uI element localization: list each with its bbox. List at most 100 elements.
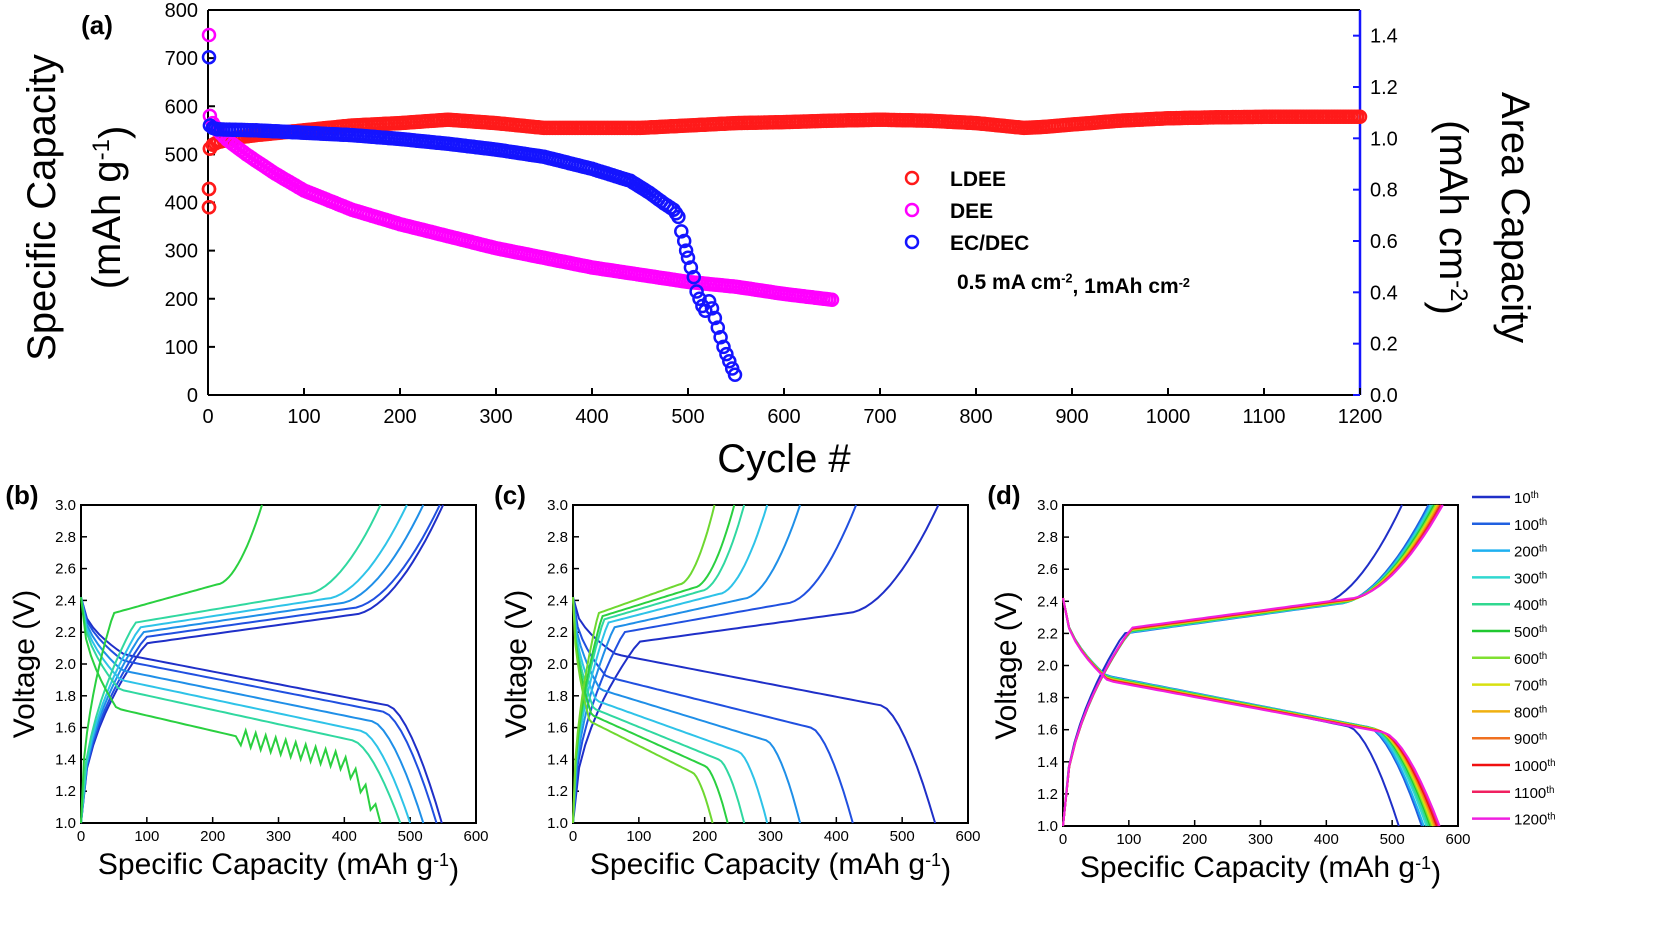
legend-label: 200th: [1514, 544, 1547, 561]
x-tick-label: 700: [863, 406, 896, 428]
data-point: [202, 118, 218, 133]
discharge-curve: [1062, 597, 1400, 827]
charge-curve: [572, 504, 716, 824]
data-point: [824, 292, 840, 307]
legend-marker: [904, 202, 920, 218]
charge-curve: [1062, 504, 1444, 827]
x-axis-title: Specific Capacity (mAh g-1): [98, 848, 459, 886]
y-tick-label-left: 0: [187, 385, 198, 407]
x-tick-label: 500: [398, 828, 423, 845]
discharge-curve: [80, 597, 402, 824]
x-tick-label: 600: [955, 828, 980, 845]
y-tick-label: 2.0: [1037, 658, 1058, 675]
y-tick-label: 2.0: [547, 656, 568, 673]
x-axis-title: Cycle #: [717, 437, 851, 481]
data-point: [686, 269, 702, 285]
legend-marker: [904, 234, 920, 250]
y-tick-label-right: 1.2: [1370, 77, 1398, 99]
y-tick-label: 3.0: [547, 497, 568, 514]
charge-curve: [80, 504, 382, 824]
y-tick-label: 2.4: [547, 592, 568, 609]
y-tick-label-left: 700: [165, 48, 198, 70]
y-tick-label-left: 800: [165, 0, 198, 22]
y-tick-label: 1.2: [55, 783, 76, 800]
data-point: [692, 291, 707, 307]
data-point: [722, 354, 737, 369]
x-tick-label: 200: [383, 406, 416, 428]
y-tick-label: 2.4: [1037, 593, 1058, 610]
data-point: [1352, 109, 1368, 125]
y-tick-label-right: 1.4: [1370, 26, 1398, 48]
x-axis-title: Specific Capacity (mAh g-1): [590, 848, 951, 886]
discharge-curve: [1062, 597, 1436, 827]
discharge-curve: [572, 597, 714, 824]
legend-label: 300th: [1514, 570, 1547, 587]
y-tick-label-left: 300: [165, 241, 198, 263]
y-tick-label-right: 0.4: [1370, 282, 1398, 304]
x-tick-label: 800: [959, 406, 992, 428]
y-tick-label-right: 0.8: [1370, 180, 1398, 202]
plot-frame: [572, 504, 969, 824]
plot-frame: [1062, 504, 1459, 827]
discharge-curve: [80, 596, 425, 824]
y-tick-label-right: 0.2: [1370, 334, 1398, 356]
panel-c-tag: (c): [494, 480, 526, 510]
y-tick-label-left: 100: [165, 337, 198, 359]
y-axis-title: Voltage (V): [990, 591, 1023, 739]
annotation: 0.5 mA cm-2, 1mAh cm-2: [957, 271, 1190, 298]
series-ldee: [201, 109, 1368, 215]
data-point: [671, 209, 686, 225]
panel-a-tag: (a): [81, 10, 113, 40]
charge-curve: [1062, 504, 1430, 827]
y-axis-unit-right: (mAh cm-2): [1424, 120, 1475, 315]
y-tick-label-right: 0.6: [1370, 231, 1398, 253]
y-tick-label: 2.6: [547, 561, 568, 578]
x-tick-label: 300: [266, 828, 291, 845]
discharge-curve: [572, 597, 854, 824]
legend-marker: [904, 170, 920, 186]
charge-curve: [572, 504, 746, 824]
x-tick-label: 100: [1116, 831, 1141, 848]
y-tick-label: 1.0: [1037, 818, 1058, 835]
y-tick-label: 2.2: [55, 624, 76, 641]
y-tick-label: 1.2: [1037, 786, 1058, 803]
data-point: [678, 243, 694, 258]
x-tick-label: 600: [1445, 831, 1470, 848]
x-tick-label: 500: [671, 406, 704, 428]
panel-c: (c) 0 100 200 300 400 500 600 1.0 1.2 1.4 1.6 1.8 2.0…: [494, 480, 980, 886]
data-point: [201, 27, 217, 43]
charge-curve: [80, 504, 445, 824]
charge-curve: [572, 504, 769, 824]
x-axis-title: Specific Capacity (mAh g-1): [1080, 851, 1441, 889]
x-tick-label: 400: [824, 828, 849, 845]
legend-label: 1000th: [1514, 758, 1556, 775]
y-tick-label: 1.0: [547, 815, 568, 832]
legend-label: 100th: [1514, 517, 1547, 534]
y-tick-label-right: 0.0: [1370, 385, 1398, 407]
legend-label: LDEE: [950, 168, 1006, 191]
charge-curve: [572, 504, 858, 824]
y-tick-label: 1.0: [55, 815, 76, 832]
discharge-curve: [1062, 597, 1430, 827]
data-point: [201, 49, 217, 65]
y-axis-unit-left: (mAh g-1): [85, 126, 136, 290]
x-tick-label: 0: [202, 406, 213, 428]
x-tick-label: 1100: [1242, 406, 1285, 428]
y-tick-label-left: 600: [165, 96, 198, 118]
x-tick-label: 300: [1248, 831, 1273, 848]
data-point: [719, 346, 734, 362]
x-tick-label: 200: [1182, 831, 1207, 848]
legend-label: 500th: [1514, 624, 1547, 641]
panel-a: (a)0 100 200 300 400 500 600 700 800 900 1000 1100 1…: [20, 0, 1537, 481]
x-tick-label: 400: [1314, 831, 1339, 848]
discharge-curve: [572, 597, 746, 824]
x-tick-label: 600: [767, 406, 800, 428]
series-ecdec: [201, 49, 743, 383]
data-point: [689, 284, 704, 299]
data-point: [713, 330, 728, 345]
y-tick-label: 1.4: [547, 751, 568, 768]
data-point: [680, 250, 696, 266]
y-tick-label: 1.4: [55, 751, 76, 768]
legend-label: 400th: [1514, 597, 1547, 614]
y-tick-label-left: 400: [165, 193, 198, 215]
